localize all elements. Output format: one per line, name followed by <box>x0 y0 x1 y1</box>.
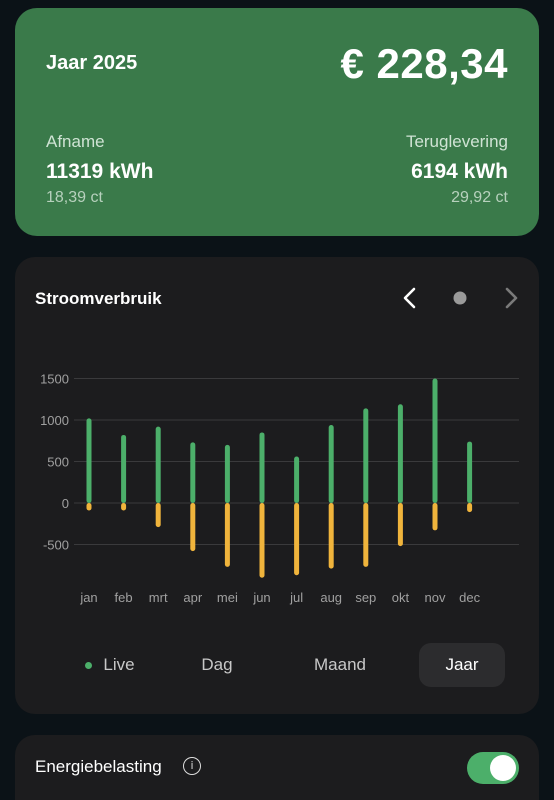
teruglevering-price: 29,92 ct <box>451 189 508 206</box>
y-tick-label: 1000 <box>40 413 69 428</box>
x-tick-label: mrt <box>149 590 168 605</box>
stroomverbruik-card: Stroomverbruik 1500 1000 500 0 -500 jan feb mrt… <box>15 257 539 714</box>
tab-dag[interactable]: Dag <box>201 655 233 674</box>
summary-total-cost: € 228,34 <box>340 40 508 87</box>
x-tick-label: mei <box>217 590 238 605</box>
chevron-right-icon[interactable] <box>496 283 526 313</box>
bar-negative-apr <box>190 503 196 552</box>
bar-negative-mei <box>224 503 230 567</box>
x-tick-label: dec <box>459 590 480 605</box>
year-summary-card: Jaar 2025 € 228,34 Afname 11319 kWh 18,3… <box>15 8 539 236</box>
bar-positive-dec <box>467 441 473 503</box>
y-tick-label: -500 <box>43 538 69 553</box>
x-tick-label: jul <box>289 590 303 605</box>
bar-positive-mrt <box>155 426 161 503</box>
live-dot-icon <box>85 661 93 669</box>
y-tick-label: 500 <box>47 455 69 470</box>
dot-icon <box>445 283 475 313</box>
bar-negative-mrt <box>155 503 161 528</box>
bar-negative-nov <box>432 503 438 531</box>
bar-positive-jul <box>294 456 300 503</box>
info-icon[interactable]: i <box>183 757 201 775</box>
bar-positive-okt <box>397 404 403 503</box>
bar-positive-jan <box>86 418 92 503</box>
afname-label: Afname <box>46 132 105 151</box>
teruglevering-column: Teruglevering 6194 kWh 29,92 ct <box>406 132 508 207</box>
bar-negative-feb <box>121 503 127 511</box>
toggle-knob <box>490 755 516 781</box>
energiebelasting-label: Energiebelasting <box>35 757 162 776</box>
y-tick-label: 0 <box>62 496 69 511</box>
bar-positive-apr <box>190 442 196 503</box>
bar-positive-sep <box>363 408 369 503</box>
afname-value: 11319 kWh <box>46 160 154 183</box>
x-tick-label: jan <box>79 590 97 605</box>
chart-title: Stroomverbruik <box>35 289 162 308</box>
afname-price: 18,39 ct <box>46 189 103 206</box>
y-tick-label: 1500 <box>40 372 69 387</box>
bar-positive-aug <box>328 424 334 503</box>
bar-negative-sep <box>363 503 369 567</box>
x-tick-label: jun <box>252 590 270 605</box>
bar-negative-jul <box>294 503 300 576</box>
bar-negative-dec <box>467 503 473 513</box>
bar-negative-jun <box>259 503 265 578</box>
teruglevering-label: Teruglevering <box>405 132 508 151</box>
x-tick-label: nov <box>425 590 446 605</box>
bar-positive-jun <box>259 432 265 503</box>
energiebelasting-toggle[interactable] <box>467 752 519 784</box>
bar-negative-aug <box>328 503 334 569</box>
afname-column: Afname 11319 kWh 18,39 ct <box>46 132 153 207</box>
tab-live-label: Live <box>103 655 135 674</box>
stroomverbruik-chart: 1500 1000 500 0 -500 jan feb mrt apr mei jun jul aug… <box>40 372 519 605</box>
tab-maand[interactable]: Maand <box>314 655 366 674</box>
x-tick-label: okt <box>392 590 410 605</box>
energiebelasting-card: Energiebelasting i <box>15 735 539 800</box>
bar-negative-jan <box>86 503 92 511</box>
x-tick-label: apr <box>183 590 202 605</box>
summary-year-label: Jaar 2025 <box>46 52 138 74</box>
bar-positive-mei <box>224 444 230 503</box>
bar-positive-nov <box>432 378 438 503</box>
tab-jaar[interactable]: Jaar <box>419 643 505 687</box>
bar-positive-feb <box>121 434 127 503</box>
tab-live[interactable]: Live <box>70 643 150 687</box>
x-tick-label: sep <box>355 590 376 605</box>
x-tick-label: aug <box>320 590 342 605</box>
x-tick-label: feb <box>115 590 133 605</box>
chevron-left-icon[interactable] <box>395 283 425 313</box>
bar-negative-okt <box>397 503 403 547</box>
teruglevering-value: 6194 kWh <box>411 160 508 183</box>
period-tabs: Live Dag Maand Jaar <box>15 643 539 687</box>
